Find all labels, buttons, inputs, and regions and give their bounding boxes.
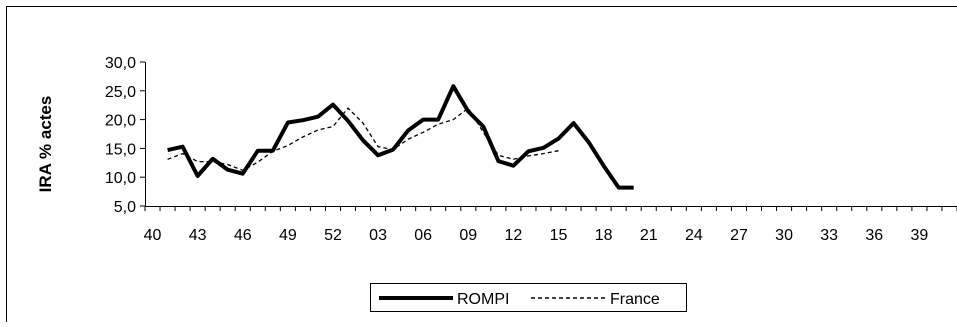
x-tick-label: 43	[189, 227, 207, 244]
x-tick-label: 15	[550, 227, 568, 244]
x-tick-label: 09	[459, 227, 477, 244]
x-tick-label: 46	[234, 227, 252, 244]
x-tick-label: 06	[414, 227, 432, 244]
y-tick-label: 5,0	[114, 199, 136, 216]
x-tick-label: 12	[505, 227, 523, 244]
x-tick-label: 52	[324, 227, 342, 244]
x-tick-label: 24	[685, 227, 703, 244]
y-tick-label: 25,0	[105, 84, 136, 101]
x-tick-label: 30	[775, 227, 793, 244]
y-axis-label: IRA % actes	[36, 96, 55, 193]
legend-label-france: France	[610, 291, 660, 308]
legend: ROMPI France	[371, 284, 687, 312]
x-tick-label: 36	[865, 227, 883, 244]
x-tick-label: 27	[730, 227, 748, 244]
y-tick-label: 30,0	[105, 55, 136, 72]
x-tick-label: 21	[640, 227, 658, 244]
legend-label-rompi: ROMPI	[457, 291, 509, 308]
y-tick-label: 10,0	[105, 170, 136, 187]
chart-border	[7, 7, 957, 323]
x-tick-label: 40	[144, 227, 162, 244]
x-tick-label: 49	[279, 227, 297, 244]
x-tick-label: 39	[911, 227, 929, 244]
y-tick-label: 15,0	[105, 141, 136, 158]
x-tick-label: 03	[369, 227, 387, 244]
x-tick-label: 18	[595, 227, 613, 244]
y-tick-label: 20,0	[105, 113, 136, 130]
x-tick-label: 33	[820, 227, 838, 244]
